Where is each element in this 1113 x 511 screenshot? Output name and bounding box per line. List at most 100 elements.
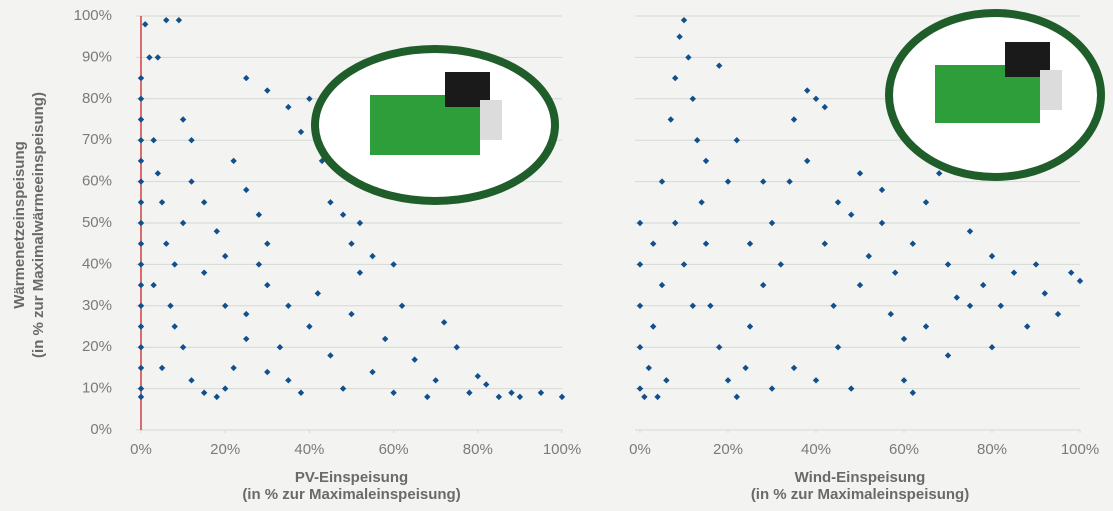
point [680,261,688,268]
point [466,389,473,396]
point [137,157,145,165]
point [702,157,710,165]
point [230,364,237,372]
point [1054,310,1062,318]
point [733,393,740,401]
point [1010,269,1018,276]
point [508,389,515,396]
x-axis-title: PV-Einspeisung [295,469,408,486]
point [650,240,657,247]
y-tick-label: 60% [82,173,112,190]
point [848,211,855,218]
point [163,240,170,247]
x-tick-label: 60% [889,441,919,458]
point [878,186,886,194]
point [175,16,183,24]
point [944,352,952,359]
point [243,335,250,343]
point [645,364,652,372]
point [285,302,292,309]
engine-picture [311,9,1105,205]
point [306,95,313,102]
point [348,310,355,318]
point [150,281,157,289]
point [381,335,389,343]
point [200,389,208,396]
y-tick-label: 90% [82,48,112,65]
y-tick-label: 40% [82,255,112,272]
y-axis-title: (in % zur Maximalwärmeeinspeisung) [30,92,47,358]
engine-panel [480,100,502,140]
point [804,157,811,165]
point [369,368,376,376]
point [786,178,793,185]
point [179,344,187,351]
point [411,356,418,363]
point [676,33,683,40]
point [878,219,886,227]
point [474,372,481,380]
x-tick-label: 100% [1061,441,1099,458]
x-tick-label: 40% [801,441,831,458]
point [150,137,157,144]
y-tick-label: 100% [74,7,112,24]
point [137,302,145,309]
point [909,389,916,396]
point [760,178,767,185]
point [900,335,908,343]
y-tick-label: 70% [82,131,112,148]
point [1076,277,1084,285]
x-tick-label: 0% [130,441,152,458]
point [285,103,292,111]
point [179,219,187,227]
point [137,261,145,268]
point [667,116,674,123]
point [1041,290,1048,297]
point [264,368,271,376]
y-tick-label: 50% [82,214,112,231]
plots: 0% 10% 20% 30% 40% 50% 60% 70% 80% 90% 100% 0% 20% 40… [11,7,1099,503]
point [243,74,250,82]
point [158,199,166,206]
point [856,281,864,289]
point [158,364,166,372]
point [689,302,696,309]
point [834,344,842,351]
point [348,240,355,247]
x-tick-label: 80% [977,441,1007,458]
point [137,385,145,392]
point [702,240,710,247]
point [154,170,162,177]
point [516,393,524,401]
point [339,211,347,218]
point [495,393,503,401]
point [944,261,952,268]
x-tick-label: 80% [463,441,493,458]
point [821,103,828,111]
point [848,385,855,392]
y-axis-title: Wärmenetzeinspeisung [11,141,28,309]
point [369,252,376,260]
point [672,74,679,82]
point [137,137,145,144]
point [285,377,292,384]
point [137,219,145,227]
point [830,302,837,309]
point [137,74,145,82]
point [768,385,776,392]
point [146,54,153,61]
point [746,323,754,330]
point [636,385,644,392]
point [243,186,250,194]
point [327,352,334,359]
point [213,393,220,401]
point [558,393,566,401]
point [163,16,170,24]
x-tick-label: 0% [629,441,651,458]
point [636,219,644,227]
point [171,323,178,330]
point [222,385,229,392]
point [1032,261,1040,268]
point [892,269,899,276]
